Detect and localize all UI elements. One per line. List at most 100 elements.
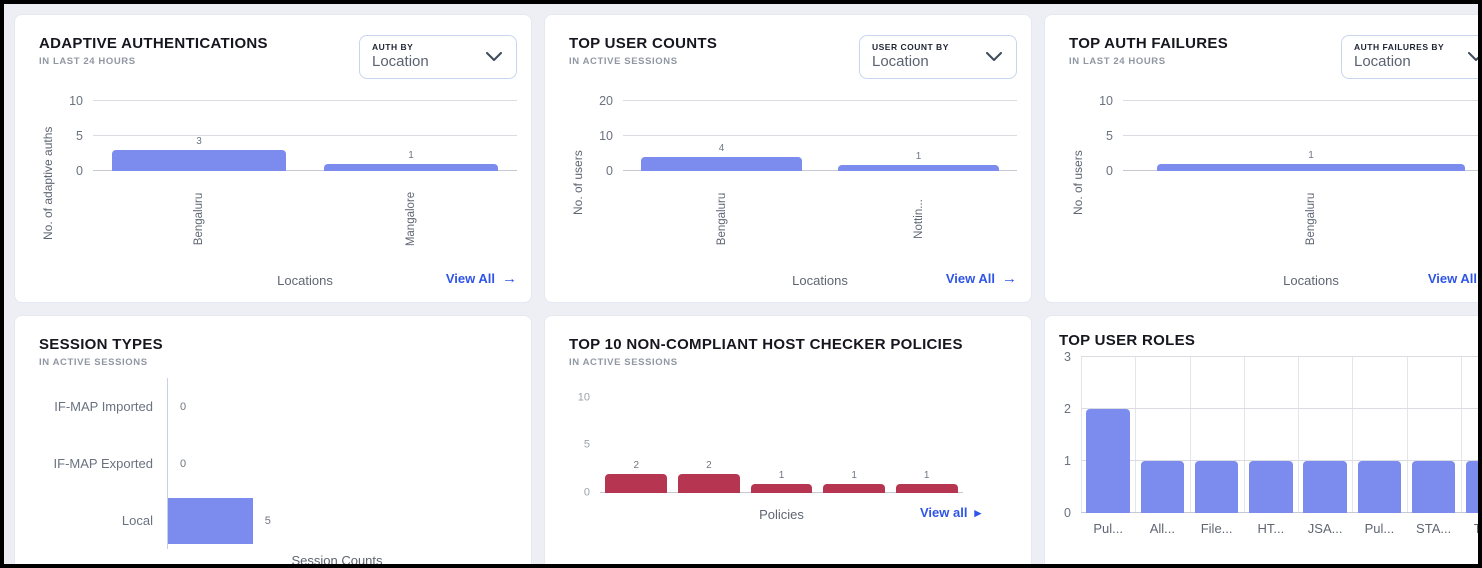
bar bbox=[1086, 409, 1130, 513]
gridline: 10 bbox=[578, 392, 963, 403]
x-axis-label: Locations bbox=[1283, 273, 1339, 288]
value-label: 1 bbox=[778, 469, 785, 481]
bar bbox=[1357, 461, 1402, 513]
plot-area: 0 1 2 3 bbox=[1064, 350, 1478, 518]
y-tick-label: 5 bbox=[583, 438, 590, 451]
bar bbox=[324, 164, 498, 171]
value-label: 5 bbox=[264, 514, 271, 527]
card-subtitle: IN LAST 24 HOURS bbox=[1069, 56, 1166, 67]
dropdown-label: AUTH BY bbox=[372, 42, 414, 52]
dropdown-text: AUTH FAILURES BY Location bbox=[1354, 42, 1444, 70]
view-all-label: View All bbox=[1427, 271, 1477, 286]
chart-footer: Policies View all ▸ bbox=[545, 505, 1031, 527]
y-axis-label: No. of users bbox=[1071, 150, 1085, 216]
gridline-vertical bbox=[1243, 357, 1245, 513]
category-label: IF-MAP Imported bbox=[54, 399, 153, 414]
y-tick-label: 10 bbox=[1099, 93, 1113, 108]
user-count-by-dropdown[interactable]: USER COUNT BY Location bbox=[859, 35, 1017, 79]
category-labels: Pul... All... File... HT... JSA... Pul... STA.… bbox=[1081, 513, 1478, 539]
category-label: Pul... bbox=[1093, 521, 1123, 536]
bar bbox=[640, 157, 803, 171]
chart-footer: Locations View All → bbox=[545, 271, 1031, 293]
bar bbox=[1140, 461, 1185, 513]
view-all-link[interactable]: View All → bbox=[446, 271, 517, 286]
y-axis-label: No. of adaptive auths bbox=[41, 126, 55, 240]
card-top-user-roles: TOP USER ROLES 0 1 2 3 Pul... All... File... HT… bbox=[1044, 315, 1478, 564]
view-all-label: View All bbox=[945, 271, 995, 286]
y-tick-label: 0 bbox=[1064, 505, 1071, 520]
y-tick-label: 0 bbox=[606, 163, 613, 178]
bar bbox=[823, 483, 885, 493]
arrow-right-icon: → bbox=[1002, 270, 1017, 287]
chart-row: IF-MAP Imported 0 bbox=[15, 378, 531, 435]
card-header: TOP USER COUNTS IN ACTIVE SESSIONS USER … bbox=[545, 15, 1031, 79]
category-label: Bengaluru bbox=[193, 192, 205, 246]
value-label: 1 bbox=[408, 150, 414, 161]
card-header: SESSION TYPES IN ACTIVE SESSIONS bbox=[15, 316, 531, 368]
bar-track: 5 bbox=[167, 492, 507, 549]
chevron-down-icon bbox=[486, 51, 502, 61]
card-heading-group: SESSION TYPES IN ACTIVE SESSIONS bbox=[39, 336, 163, 368]
card-heading-group: TOP USER ROLES bbox=[1059, 332, 1195, 349]
card-subtitle: IN LAST 24 HOURS bbox=[39, 56, 136, 67]
gridline: 5 bbox=[76, 129, 517, 141]
chevron-down-icon bbox=[986, 51, 1002, 61]
top-user-roles-chart: 0 1 2 3 Pul... All... File... HT... JSA... Pul...… bbox=[1064, 350, 1478, 539]
category-label: Mangalore bbox=[405, 191, 417, 247]
view-all-label: View All bbox=[445, 271, 495, 286]
bar bbox=[605, 474, 668, 493]
card-top-user-counts: TOP USER COUNTS IN ACTIVE SESSIONS USER … bbox=[544, 14, 1032, 303]
gridline-vertical bbox=[1081, 357, 1082, 513]
bar bbox=[168, 497, 253, 544]
bar bbox=[678, 474, 740, 493]
auth-failures-by-dropdown[interactable]: AUTH FAILURES BY Location bbox=[1341, 35, 1478, 79]
y-tick-label: 3 bbox=[1064, 349, 1071, 364]
gridline: 10 bbox=[599, 129, 1017, 141]
view-all-link[interactable]: View All → bbox=[1427, 271, 1478, 286]
card-subtitle: IN ACTIVE SESSIONS bbox=[39, 357, 148, 368]
category-label: HT... bbox=[1257, 521, 1285, 536]
card-title: ADAPTIVE AUTHENTICATIONS bbox=[39, 35, 268, 52]
gridline: 10 bbox=[1099, 94, 1478, 106]
category-label: Pul... bbox=[1364, 521, 1395, 536]
gridline: 3 bbox=[1064, 350, 1478, 362]
bar bbox=[837, 165, 1000, 171]
x-axis-label: Policies bbox=[759, 507, 804, 522]
category-label: STA... bbox=[1416, 521, 1452, 536]
triangle-right-icon: ▸ bbox=[974, 505, 981, 520]
view-all-link[interactable]: View All → bbox=[946, 271, 1017, 286]
value-label: 1 bbox=[1308, 150, 1314, 161]
view-all-link[interactable]: View all ▸ bbox=[920, 505, 981, 520]
bar bbox=[1466, 461, 1478, 513]
session-types-chart: IF-MAP Imported 0 IF-MAP Exported 0 Local 5 bbox=[15, 378, 531, 549]
gridline: 5 bbox=[1106, 129, 1478, 141]
gridline-vertical bbox=[1298, 357, 1299, 513]
auth-by-dropdown[interactable]: AUTH BY Location bbox=[359, 35, 517, 79]
value-label: 2 bbox=[633, 460, 640, 471]
gridline: 10 bbox=[69, 94, 517, 106]
value-label: 1 bbox=[923, 469, 930, 481]
card-title: SESSION TYPES bbox=[39, 336, 163, 353]
gridline-vertical bbox=[1352, 357, 1354, 513]
category-label: All... bbox=[1149, 521, 1176, 536]
y-tick-label: 1 bbox=[1064, 453, 1071, 468]
value-label: 1 bbox=[915, 151, 922, 162]
y-tick-label: 10 bbox=[577, 391, 590, 403]
value-label: 4 bbox=[718, 143, 725, 154]
plot-area: 0 5 10 1 bbox=[1099, 94, 1478, 176]
plot-area: 0 5 10 3 1 bbox=[69, 94, 517, 176]
card-header: TOP USER ROLES bbox=[1045, 316, 1478, 349]
gridline-vertical bbox=[1460, 357, 1462, 513]
card-session-types: SESSION TYPES IN ACTIVE SESSIONS IF-MAP … bbox=[14, 315, 532, 564]
y-tick-label: 0 bbox=[76, 163, 83, 178]
value-label: 0 bbox=[180, 457, 187, 470]
bar bbox=[1249, 461, 1293, 513]
card-header: TOP 10 NON-COMPLIANT HOST CHECKER POLICI… bbox=[545, 316, 1031, 368]
x-axis-label: Locations bbox=[277, 273, 333, 288]
dropdown-text: AUTH BY Location bbox=[372, 42, 429, 70]
card-header: TOP AUTH FAILURES IN LAST 24 HOURS AUTH … bbox=[1045, 15, 1478, 79]
card-heading-group: TOP 10 NON-COMPLIANT HOST CHECKER POLICI… bbox=[569, 336, 963, 368]
dropdown-selected-value: Location bbox=[1354, 53, 1411, 70]
gridline: 0 bbox=[606, 164, 1017, 176]
bar-track: 0 bbox=[167, 435, 507, 492]
